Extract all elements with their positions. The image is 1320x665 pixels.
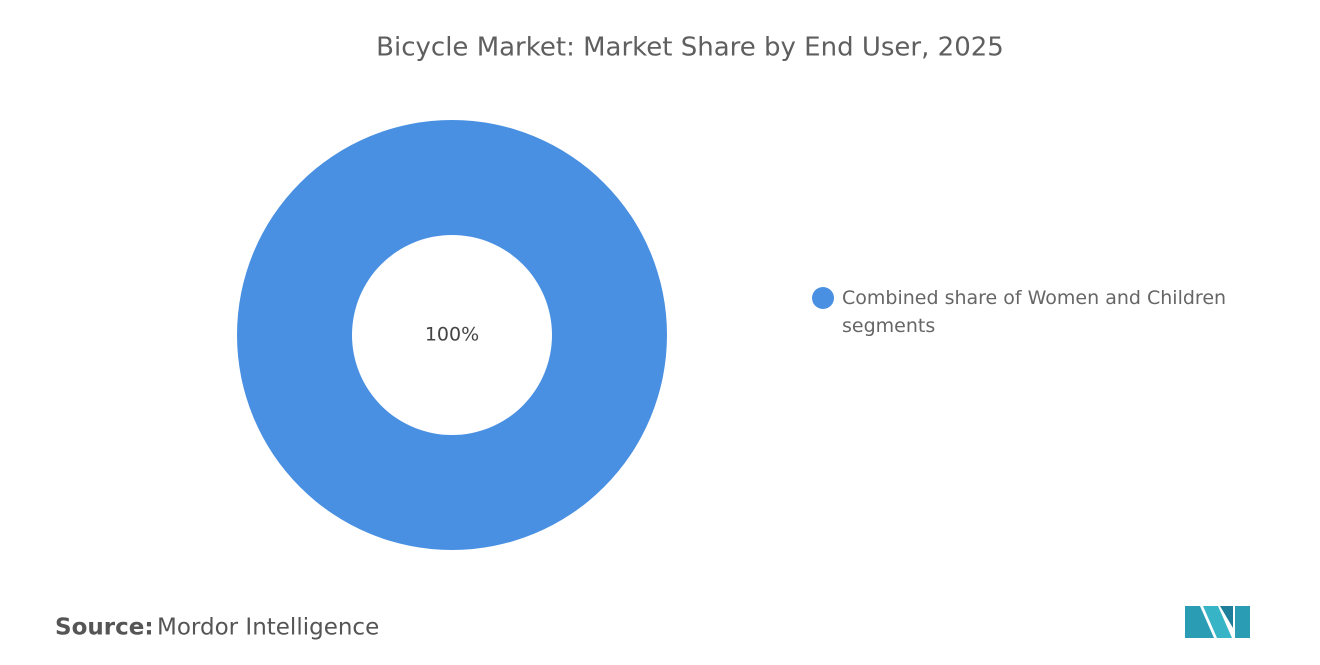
- legend-marker: [812, 287, 834, 309]
- logo-part: [1203, 606, 1232, 638]
- legend-label: Combined share of Women and Children seg…: [842, 287, 1227, 337]
- donut: 100%: [237, 120, 667, 550]
- source: Mordor Intelligence: [157, 615, 379, 641]
- donut-segment: [237, 120, 667, 550]
- chart-title: Bicycle Market: Market Share by End User…: [376, 33, 1004, 63]
- logo: [1185, 606, 1250, 638]
- data-label: 100%: [425, 324, 479, 346]
- source-label: Source:: [55, 615, 154, 641]
- logo-part: [1220, 606, 1233, 628]
- logo-part: [1235, 606, 1250, 638]
- legend: Combined share of Women and Children seg…: [812, 284, 1252, 340]
- logo-part: [1185, 606, 1214, 638]
